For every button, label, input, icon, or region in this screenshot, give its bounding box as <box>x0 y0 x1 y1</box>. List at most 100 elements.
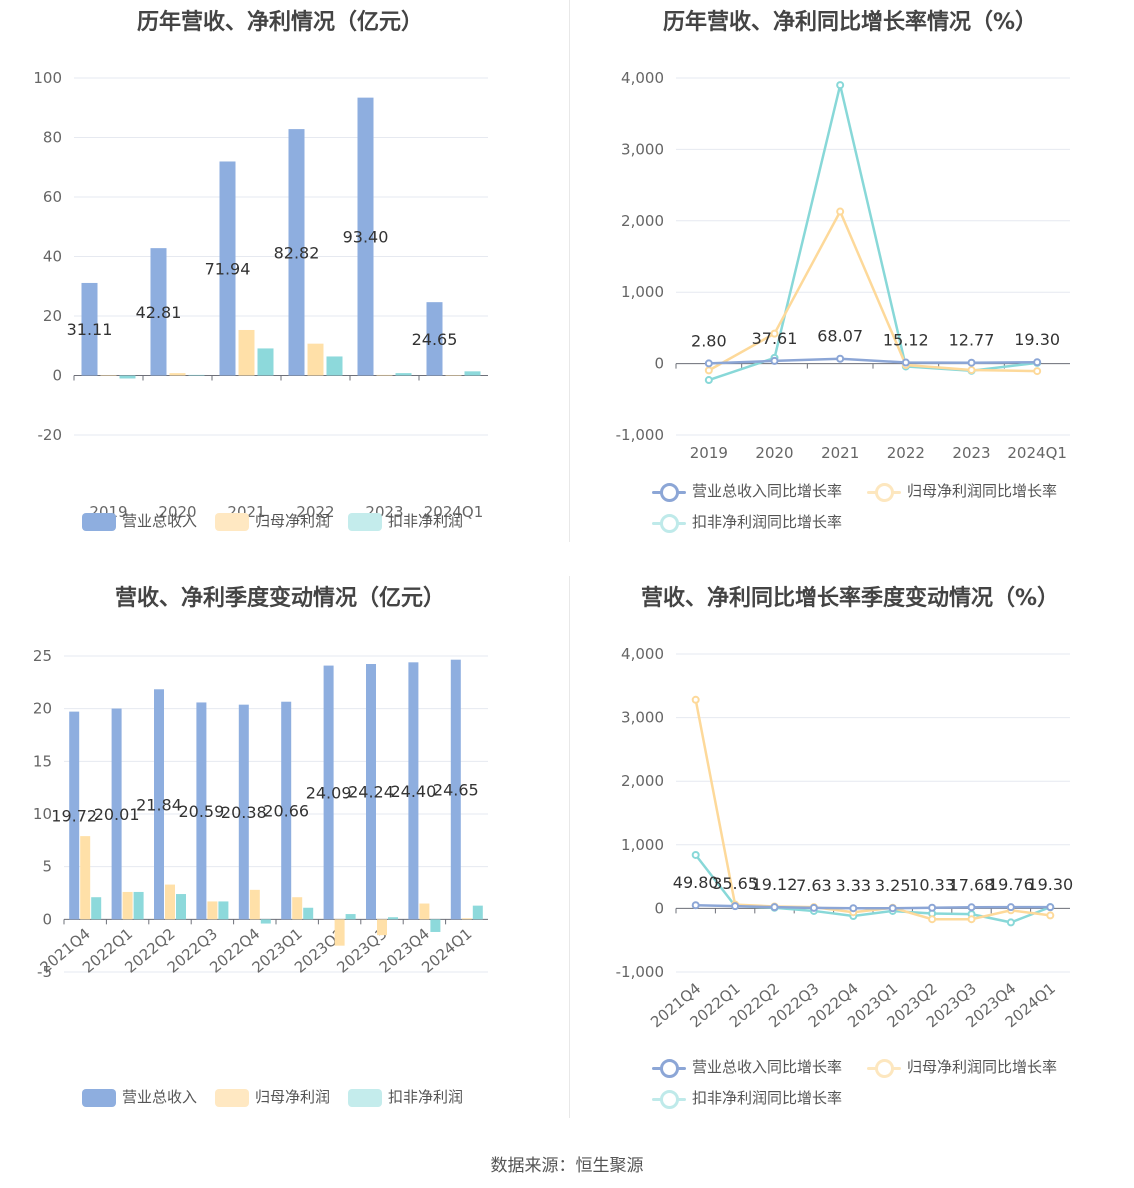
data-label: 24.65 <box>412 330 458 349</box>
bar <box>464 371 481 376</box>
bar <box>357 97 374 376</box>
legend-item-deducted-growth[interactable]: 扣非净利润同比增长率 <box>652 1087 843 1109</box>
x-tick-label: 2024Q1 <box>1007 444 1067 462</box>
y-tick-label: 5 <box>42 858 52 876</box>
legend-label: 归母净利润 <box>255 1088 331 1106</box>
bar <box>69 711 80 920</box>
bar <box>238 329 255 376</box>
bar <box>281 701 292 920</box>
y-tick-label: -5 <box>37 963 52 981</box>
y-tick-label: 20 <box>33 700 52 718</box>
data-point <box>1046 911 1055 920</box>
chart-title: 营收、净利季度变动情况（亿元） <box>114 586 445 611</box>
data-point <box>888 904 897 913</box>
legend: 营业总收入同比增长率 归母净利润同比增长率 扣非净利润同比增长率 <box>570 1056 1130 1116</box>
y-tick-label: 1,000 <box>621 836 664 854</box>
data-label: 19.76 <box>988 875 1034 894</box>
y-tick-label: 4,000 <box>621 645 664 663</box>
y-tick-label: 80 <box>43 129 62 147</box>
bar <box>119 375 136 379</box>
data-point <box>967 358 976 367</box>
bar <box>345 914 356 920</box>
y-tick-label: 60 <box>43 188 62 206</box>
data-point <box>1046 903 1055 912</box>
chart-title: 营收、净利同比增长率季度变动情况（%） <box>640 586 1060 611</box>
bar <box>426 302 443 376</box>
data-label: 42.81 <box>136 303 182 322</box>
legend-item-net[interactable]: 归母净利润 <box>215 1086 330 1107</box>
bar <box>376 374 393 376</box>
data-label: 82.82 <box>274 243 320 262</box>
data-point <box>928 915 937 924</box>
data-point <box>691 695 700 704</box>
y-tick-label: 20 <box>43 307 62 325</box>
legend-swatch-deducted <box>348 1088 382 1107</box>
x-tick-label: 2019 <box>690 444 728 462</box>
y-tick-label: 3,000 <box>621 709 664 727</box>
data-point <box>1006 918 1015 927</box>
legend-item-revenue-growth[interactable]: 营业总收入同比增长率 <box>652 1056 843 1078</box>
data-label: 3.25 <box>875 876 911 895</box>
legend-label: 营业总收入同比增长率 <box>692 1058 843 1076</box>
data-point <box>1033 367 1042 376</box>
data-point <box>836 81 845 90</box>
legend-label: 营业总收入 <box>122 1088 198 1106</box>
legend-swatch-net-growth <box>867 1058 901 1078</box>
data-label: 49.80 <box>673 873 719 892</box>
legend-item-net[interactable]: 归母净利润 <box>215 510 330 531</box>
bar <box>419 903 430 920</box>
bar <box>388 917 398 920</box>
legend: 营业总收入 归母净利润 扣非净利润 <box>0 1086 560 1110</box>
data-point <box>731 902 740 911</box>
legend-label: 归母净利润同比增长率 <box>907 482 1058 500</box>
data-point <box>967 915 976 924</box>
bar <box>111 708 122 920</box>
legend-item-net-growth[interactable]: 归母净利润同比增长率 <box>867 480 1058 502</box>
x-tick-label: 2022 <box>887 444 925 462</box>
quarterly-bar-chart: -505101520252021Q419.722022Q120.012022Q2… <box>33 647 488 981</box>
data-label: 19.30 <box>1027 875 1073 894</box>
data-label: 21.84 <box>136 795 182 814</box>
legend-item-net-growth[interactable]: 归母净利润同比增长率 <box>867 1056 1058 1078</box>
data-label: 24.40 <box>390 782 436 801</box>
legend-label: 扣非净利润同比增长率 <box>692 1089 843 1107</box>
data-label: 20.59 <box>178 802 224 821</box>
legend: 营业总收入同比增长率 归母净利润同比增长率 扣非净利润同比增长率 <box>570 480 1130 540</box>
bar <box>219 161 236 376</box>
data-label: 20.01 <box>94 805 140 824</box>
data-label: 31.11 <box>67 320 113 339</box>
bar <box>377 919 387 936</box>
legend-label: 营业总收入 <box>122 512 198 530</box>
legend-item-revenue[interactable]: 营业总收入 <box>82 510 197 531</box>
legend-item-revenue-growth[interactable]: 营业总收入同比增长率 <box>652 480 842 502</box>
bar <box>395 373 412 376</box>
x-tick-label: 2020 <box>158 503 196 521</box>
x-tick-label: 2023 <box>952 444 990 462</box>
bar <box>196 702 207 920</box>
legend-swatch-revenue-growth <box>652 482 686 502</box>
legend-item-deducted-growth[interactable]: 扣非净利润同比增长率 <box>652 511 842 533</box>
data-point <box>704 359 713 368</box>
data-label: 7.63 <box>796 876 832 895</box>
bar <box>207 901 218 920</box>
x-tick-label: 2022 <box>296 503 334 521</box>
legend-item-revenue[interactable]: 营业总收入 <box>82 1086 197 1107</box>
legend-label: 归母净利润同比增长率 <box>907 1058 1058 1076</box>
data-point <box>704 376 713 385</box>
data-label: 93.40 <box>343 228 389 247</box>
y-tick-label: 4,000 <box>621 69 664 87</box>
legend-item-deducted[interactable]: 扣非净利润 <box>348 510 463 531</box>
data-point <box>849 904 858 913</box>
data-point <box>1033 358 1042 367</box>
data-label: 68.07 <box>817 327 863 346</box>
data-point <box>770 903 779 912</box>
y-tick-label: 2,000 <box>621 772 664 790</box>
data-point <box>967 366 976 375</box>
legend-item-deducted[interactable]: 扣非净利润 <box>348 1086 463 1107</box>
legend-swatch-net <box>215 512 249 531</box>
x-tick-label: 2021 <box>821 444 859 462</box>
x-tick-label: 2020 <box>755 444 793 462</box>
data-source-note: 数据来源：恒生聚源 <box>490 1156 644 1176</box>
data-label: 19.30 <box>1014 330 1060 349</box>
y-tick-label: 0 <box>654 899 664 917</box>
